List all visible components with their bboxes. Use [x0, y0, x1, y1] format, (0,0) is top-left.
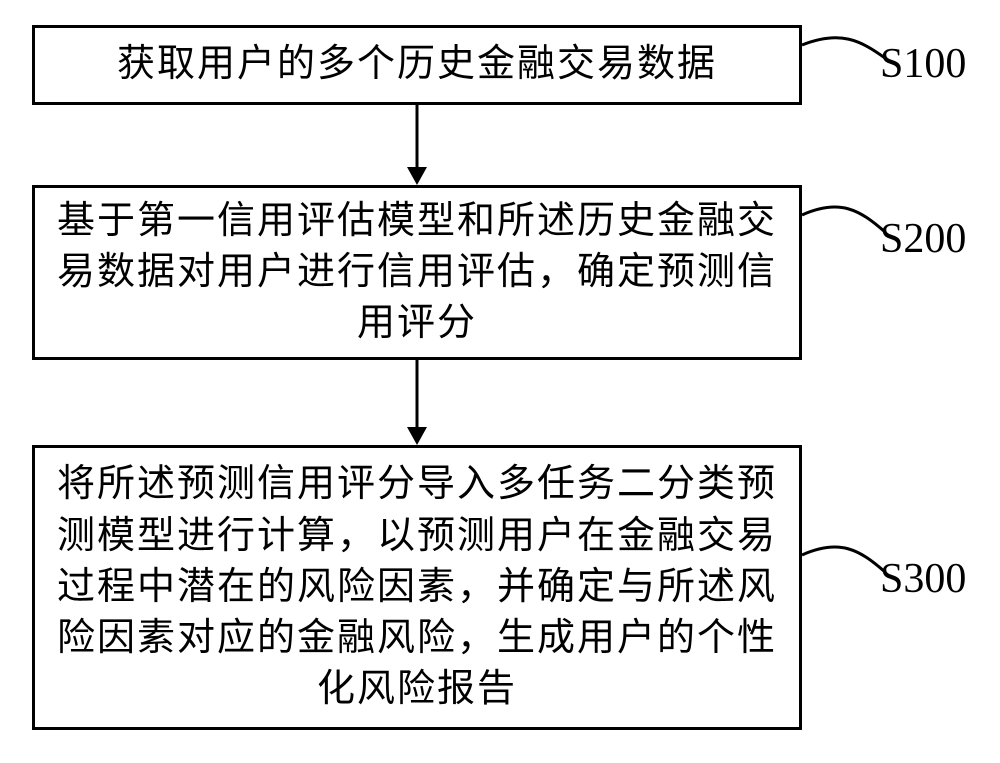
step-label-s300: S300	[880, 555, 966, 603]
label-connector-s300	[0, 0, 1000, 763]
flowchart-canvas: 获取用户的多个历史金融交易数据 S100 基于第一信用评估模型和所述历史金融交易…	[0, 0, 1000, 763]
